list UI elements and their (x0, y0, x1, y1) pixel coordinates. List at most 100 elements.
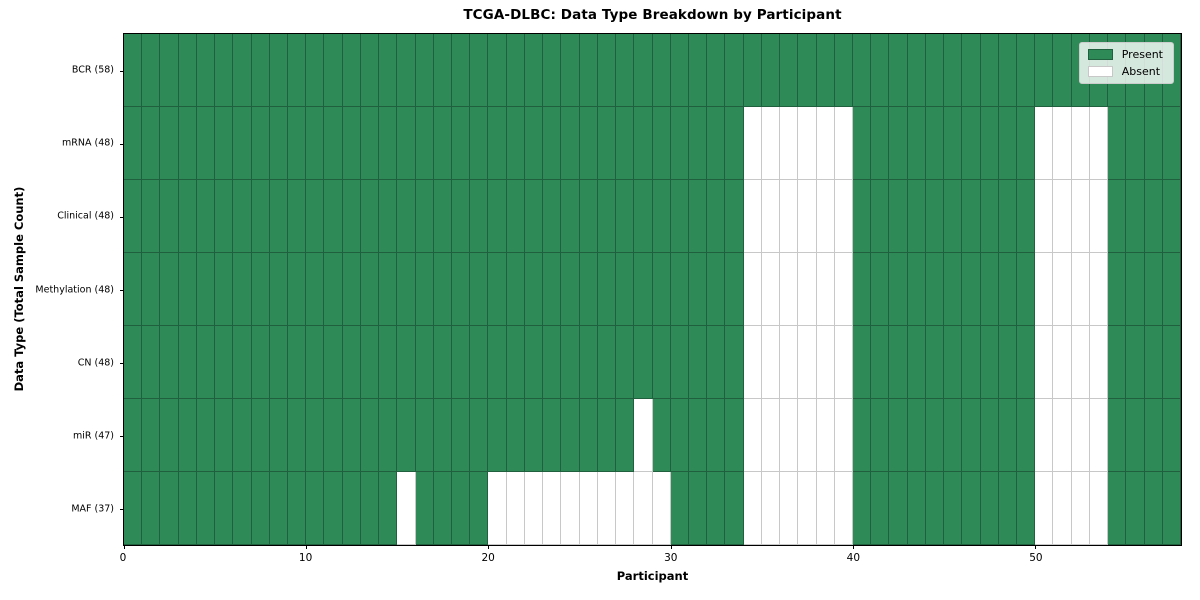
cell-clinical-p1 (142, 180, 161, 253)
cell-cn-p55 (1126, 326, 1145, 399)
cell-clinical-p53 (1089, 180, 1109, 253)
cell-maf-p57 (1162, 472, 1181, 545)
cell-bcr-p11 (324, 34, 343, 107)
cell-bcr-p47 (980, 34, 999, 107)
cell-mir-p37 (798, 399, 817, 472)
cell-maf-p16 (415, 472, 434, 545)
cell-methylation-p26 (597, 253, 617, 326)
cell-maf-p29 (652, 472, 671, 545)
cell-mir-p57 (1162, 399, 1181, 472)
cell-maf-p35 (761, 472, 781, 545)
cell-maf-p40 (852, 472, 872, 545)
cell-bcr-p35 (761, 34, 781, 107)
cell-cn-p44 (925, 326, 945, 399)
cell-mir-p34 (743, 399, 762, 472)
cell-clinical-p28 (634, 180, 653, 253)
cell-cn-p2 (160, 326, 179, 399)
cell-maf-p13 (360, 472, 380, 545)
cell-cn-p25 (579, 326, 598, 399)
cell-maf-p1 (142, 472, 161, 545)
cell-methylation-p47 (980, 253, 999, 326)
cell-cn-p26 (597, 326, 617, 399)
cell-mrna-p24 (561, 107, 580, 180)
cell-mir-p46 (962, 399, 981, 472)
cell-mrna-p10 (306, 107, 325, 180)
cell-mrna-p27 (616, 107, 635, 180)
cell-mir-p29 (652, 399, 671, 472)
cell-cn-p56 (1144, 326, 1163, 399)
cell-mrna-p53 (1089, 107, 1109, 180)
y-tick-label-maf: MAF (37) (71, 503, 114, 515)
cell-mrna-p18 (452, 107, 471, 180)
cell-maf-p0 (124, 472, 143, 545)
cell-bcr-p13 (360, 34, 380, 107)
cell-bcr-p4 (196, 34, 216, 107)
cell-cn-p40 (852, 326, 872, 399)
x-tick-labels: 0 10 20 30 40 50 (120, 552, 1182, 566)
cell-methylation-p13 (360, 253, 380, 326)
cell-maf-p14 (379, 472, 398, 545)
cell-mir-p9 (288, 399, 307, 472)
cell-mrna-p55 (1126, 107, 1145, 180)
cell-bcr-p0 (124, 34, 143, 107)
cell-methylation-p27 (616, 253, 635, 326)
cell-cn-p31 (688, 326, 708, 399)
cell-clinical-p17 (433, 180, 453, 253)
cell-clinical-p24 (561, 180, 580, 253)
cell-bcr-p30 (670, 34, 689, 107)
cell-methylation-p39 (834, 253, 853, 326)
cell-clinical-p22 (524, 180, 544, 253)
cell-clinical-p32 (707, 180, 726, 253)
cell-bcr-p27 (616, 34, 635, 107)
cell-cn-p42 (889, 326, 908, 399)
cell-cn-p10 (306, 326, 325, 399)
cell-methylation-p12 (342, 253, 361, 326)
cell-bcr-p36 (780, 34, 799, 107)
cell-methylation-p35 (761, 253, 781, 326)
cell-methylation-p37 (798, 253, 817, 326)
cell-methylation-p29 (652, 253, 671, 326)
cell-maf-p52 (1071, 472, 1090, 545)
cell-maf-p47 (980, 472, 999, 545)
cell-maf-p26 (597, 472, 617, 545)
cell-methylation-p9 (288, 253, 307, 326)
cell-maf-p19 (470, 472, 489, 545)
cell-bcr-p32 (707, 34, 726, 107)
cell-cn-p27 (616, 326, 635, 399)
y-tick-labels: BCR (58) mRNA (48) Clinical (48) Methylatio… (0, 33, 114, 546)
cell-methylation-p21 (506, 253, 525, 326)
cell-mir-p16 (415, 399, 434, 472)
cell-mir-p22 (524, 399, 544, 472)
cell-maf-p30 (670, 472, 689, 545)
cell-bcr-p25 (579, 34, 598, 107)
cell-mrna-p17 (433, 107, 453, 180)
cell-clinical-p4 (196, 180, 216, 253)
cell-maf-p48 (998, 472, 1017, 545)
cell-bcr-p12 (342, 34, 361, 107)
cell-methylation-p16 (415, 253, 434, 326)
cell-cn-p0 (124, 326, 143, 399)
cell-methylation-p23 (543, 253, 562, 326)
cell-clinical-p48 (998, 180, 1017, 253)
cell-bcr-p31 (688, 34, 708, 107)
cell-mir-p40 (852, 399, 872, 472)
cell-mir-p19 (470, 399, 489, 472)
cell-cn-p57 (1162, 326, 1181, 399)
x-tick-mark-0 (124, 545, 125, 549)
cell-clinical-p0 (124, 180, 143, 253)
cell-bcr-p43 (907, 34, 926, 107)
cell-bcr-p50 (1035, 34, 1054, 107)
cell-maf-p44 (925, 472, 945, 545)
cell-maf-p42 (889, 472, 908, 545)
cell-clinical-p37 (798, 180, 817, 253)
cell-cn-p49 (1016, 326, 1036, 399)
cell-maf-p18 (452, 472, 471, 545)
cell-mrna-p0 (124, 107, 143, 180)
x-tick-label-40: 40 (846, 552, 861, 564)
cell-mrna-p8 (269, 107, 289, 180)
cell-maf-p11 (324, 472, 343, 545)
cell-mir-p23 (543, 399, 562, 472)
cell-bcr-p37 (798, 34, 817, 107)
cell-bcr-p18 (452, 34, 471, 107)
x-tick-label-20: 20 (481, 552, 495, 564)
